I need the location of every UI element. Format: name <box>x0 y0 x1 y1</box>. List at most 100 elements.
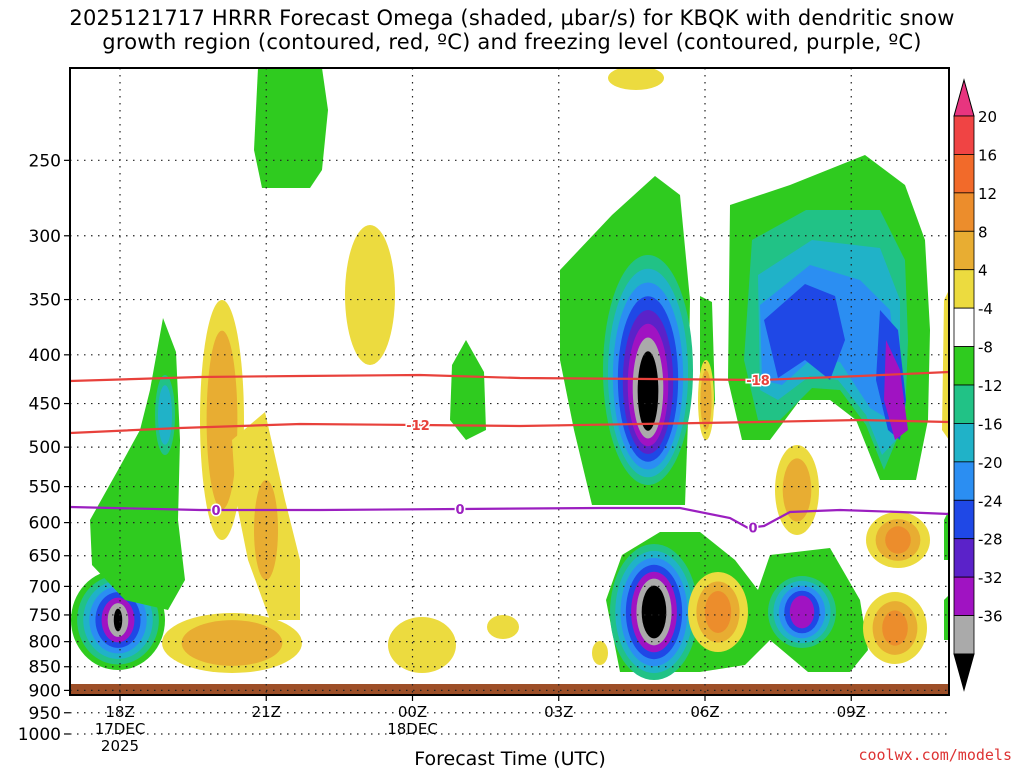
x-tick-label-18Z-0: 18Z <box>105 703 134 721</box>
colorbar-label-12: 12 <box>978 185 997 203</box>
y-tick-label-700: 700 <box>29 577 61 597</box>
x-axis-label: Forecast Time (UTC) <box>414 748 605 768</box>
site-credit: coolwx.com/models <box>858 746 1012 764</box>
colorbar-label-8: 8 <box>978 223 988 241</box>
colorbar-label--24: -24 <box>978 492 1003 510</box>
y-tick-label-950: 950 <box>29 704 61 724</box>
x-tick-label-18Z-2: 2025 <box>101 737 139 755</box>
y-tick-label-450: 450 <box>29 395 61 415</box>
omega-pos-06z-thin-band-1 <box>700 370 712 430</box>
omega-right-b4 <box>764 284 845 380</box>
omega-green-right-edge2 <box>944 595 949 640</box>
y-tick-label-300: 300 <box>29 227 61 247</box>
omega-main-mid-band-7 <box>637 351 659 431</box>
freezing-level-contour <box>70 505 949 530</box>
y-tick-label-550: 550 <box>29 478 61 498</box>
omega-pos-top <box>608 68 664 90</box>
omega-low-08z-band-4 <box>789 595 815 629</box>
x-tick-label-18Z-1: 17DEC <box>95 720 146 738</box>
omega-pos-0330z <box>592 641 608 665</box>
omega-main-mid <box>603 255 693 485</box>
y-tick-label-500: 500 <box>29 438 61 458</box>
y-tick-label-600: 600 <box>29 514 61 534</box>
y-tick-label-850: 850 <box>29 658 61 678</box>
omega-left-column-inner <box>155 375 175 455</box>
colorbar-box-5 <box>953 307 975 347</box>
colorbar-label-4: 4 <box>978 262 988 280</box>
omega-low-main-core <box>610 544 698 680</box>
y-tick-label-650: 650 <box>29 547 61 567</box>
colorbar-bottom-arrow <box>953 653 975 692</box>
colorbar-box-0 <box>953 115 975 155</box>
y-tick-label-250: 250 <box>29 151 61 171</box>
omega-pos-00z <box>388 617 456 673</box>
y-tick-label-350: 350 <box>29 291 61 311</box>
colorbar-label--8: -8 <box>978 339 993 357</box>
dgz-upper-contour <box>70 370 949 383</box>
freezing-level-contour-label-0: 0 <box>211 504 220 519</box>
omega-pos-2030z-band-1 <box>206 330 238 510</box>
omega-pos-0130z <box>487 615 519 639</box>
freezing-level-contour-label-2: 0 <box>748 521 757 536</box>
omega-pos-0630z-band-2 <box>704 591 732 633</box>
colorbar-box-7 <box>953 384 975 424</box>
omega-pos-0330z-band-0 <box>592 641 608 665</box>
title-line-1: 2025121717 HRRR Forecast Omega (shaded, … <box>69 6 955 30</box>
omega-pos-low-left-band-1 <box>181 620 283 666</box>
y-tick-label-1000: 1000 <box>18 725 61 745</box>
dgz-lower-contour-label-0: -12 <box>406 419 430 434</box>
colorbar-label--28: -28 <box>978 531 1003 549</box>
x-tick-label-00Z-1: 18DEC <box>387 720 438 738</box>
title-line-2: growth region (contoured, red, ºC) and f… <box>102 30 922 54</box>
y-tick-label-400: 400 <box>29 346 61 366</box>
colorbar-box-8 <box>953 423 975 463</box>
omega-pos-10z-mid-band-2 <box>885 526 911 554</box>
omega-left-column <box>90 318 185 610</box>
colorbar-box-2 <box>953 192 975 232</box>
omega-pos-10z-mid <box>866 512 930 568</box>
omega-right-b5 <box>884 340 908 440</box>
colorbar-label--36: -36 <box>978 608 1003 626</box>
omega-pos-low-left <box>162 613 302 673</box>
omega-pos-2230z-band-0 <box>345 225 395 365</box>
omega-pos-0730z-band-1 <box>782 458 812 522</box>
colorbar-box-12 <box>953 576 975 616</box>
omega-left-column-inner-band-1 <box>158 385 172 445</box>
omega-low-08z <box>768 576 836 648</box>
omega-pos-2030z <box>200 300 244 540</box>
colorbar-label--32: -32 <box>978 569 1003 587</box>
colorbar-box-3 <box>953 230 975 271</box>
omega-green-top <box>254 68 328 188</box>
omega-pos-0630z <box>688 572 748 652</box>
x-tick-label-06Z-0: 06Z <box>690 703 719 721</box>
y-tick-label-900: 900 <box>29 681 61 701</box>
omega-pos-right-edge <box>942 290 949 440</box>
chart-title: 2025121717 HRRR Forecast Omega (shaded, … <box>0 6 1024 54</box>
colorbar-box-10 <box>953 499 975 540</box>
colorbar-box-1 <box>953 154 975 194</box>
y-tick-label-750: 750 <box>29 606 61 626</box>
dgz-upper-contour-label-0: -18 <box>746 374 770 389</box>
y-tick-label-800: 800 <box>29 633 61 653</box>
colorbar-label--20: -20 <box>978 454 1003 472</box>
colorbar-label--4: -4 <box>978 300 993 318</box>
colorbar-box-6 <box>953 346 975 386</box>
omega-pos-0730z <box>775 445 819 535</box>
omega-low-left-core-band-7 <box>113 608 123 632</box>
colorbar-box-4 <box>953 269 975 309</box>
x-tick-label-21Z-0: 21Z <box>252 703 281 721</box>
x-tick-label-00Z-0: 00Z <box>398 703 427 721</box>
colorbar-top-arrow <box>953 78 975 117</box>
colorbar-box-13 <box>953 615 975 655</box>
colorbar-label--16: -16 <box>978 415 1003 433</box>
colorbar: 20 16 12 8 4 -4 -8 -12 -16 -20 -24 -28 -32 -36 <box>953 78 1003 692</box>
x-tick-label-09Z-0: 09Z <box>837 703 866 721</box>
colorbar-label-20: 20 <box>978 108 997 126</box>
omega-pos-2230z <box>345 225 395 365</box>
x-tick-label-03Z-0: 03Z <box>544 703 573 721</box>
plot-frame <box>69 67 950 696</box>
colorbar-box-9 <box>953 461 975 501</box>
temperature-contours: -18 -12 0 0 0 <box>70 370 949 538</box>
